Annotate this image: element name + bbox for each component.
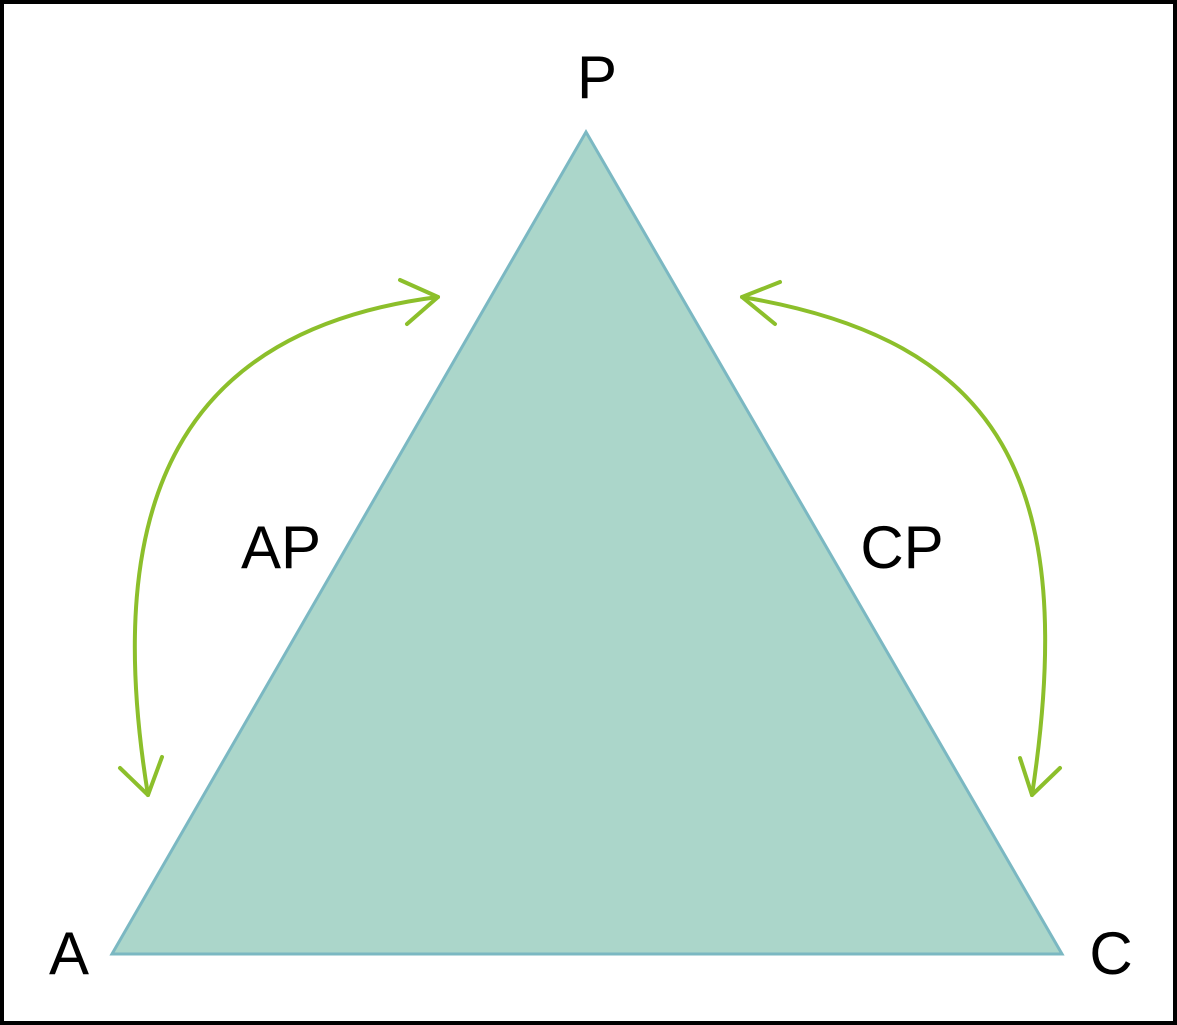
arrow-ap-head-top — [398, 278, 440, 326]
arrow-cp-curve — [740, 295, 1048, 797]
arrow-cp — [740, 280, 1062, 797]
arrow-ap-curve — [132, 295, 440, 797]
arrow-cp-head-top — [740, 280, 782, 326]
triangle — [109, 129, 1065, 956]
arrow-cp-head-bottom — [1018, 756, 1062, 797]
vertex-label-p: P — [577, 44, 617, 111]
edge-label-cp: CP — [860, 514, 943, 581]
arrow-ap-head-bottom — [118, 755, 164, 797]
vertex-label-a: A — [49, 920, 89, 987]
vertex-label-c: C — [1089, 920, 1132, 987]
edge-label-ap: AP — [241, 514, 321, 581]
arrow-ap — [118, 278, 440, 797]
